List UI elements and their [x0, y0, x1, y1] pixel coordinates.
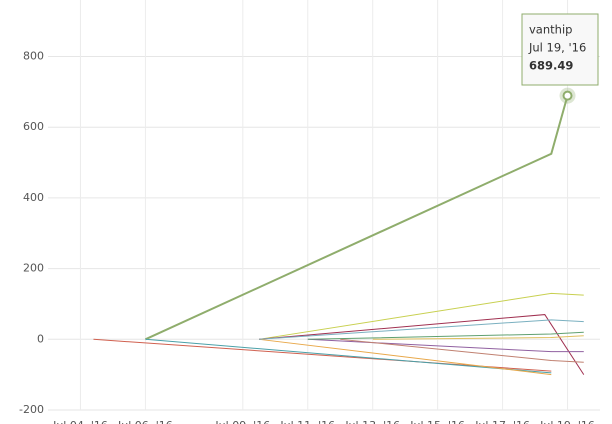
series-line: [340, 338, 584, 363]
y-tick-label: 800: [23, 50, 44, 63]
series-line: [307, 331, 584, 340]
x-tick-label: Jul 09, '16: [214, 419, 270, 424]
x-tick-label: Jul 11, '16: [279, 419, 335, 424]
tooltip-date: Jul 19, '16: [528, 41, 586, 55]
y-tick-label: -200: [19, 403, 44, 416]
y-tick-label: 0: [37, 332, 44, 345]
tooltip-value: 689.49: [529, 59, 573, 73]
x-tick-label: Jul 13, '16: [344, 419, 400, 424]
series-line: [144, 95, 569, 341]
series-line: [145, 338, 552, 374]
y-tick-label: 200: [23, 262, 44, 275]
y-tick-label: 400: [23, 191, 44, 204]
x-tick-label: Jul 06, '16: [117, 419, 173, 424]
x-tick-label: Jul 04, '16: [52, 419, 108, 424]
grid: -200 0 200 400 600 800 Jul 04, '16 Jul 06, '16 J…: [19, 0, 600, 424]
x-tick-label: Jul 19, '16: [539, 419, 595, 424]
series-line: [259, 314, 585, 375]
y-tick-label: 600: [23, 120, 44, 133]
series-line: [372, 335, 584, 340]
series-line: [258, 292, 584, 340]
lines: [93, 87, 585, 376]
tooltip-box: [521, 13, 599, 86]
highlight-marker: [562, 90, 573, 101]
x-tick-label: Jul 15, '16: [409, 419, 465, 424]
tooltip-series: vanthip: [529, 23, 572, 37]
tooltip: vanthip Jul 19, '16 689.49: [521, 13, 599, 86]
x-tick-label: Jul 17, '16: [474, 419, 530, 424]
series-line: [258, 338, 552, 376]
series-line: [259, 319, 584, 340]
series-line: [307, 338, 584, 353]
